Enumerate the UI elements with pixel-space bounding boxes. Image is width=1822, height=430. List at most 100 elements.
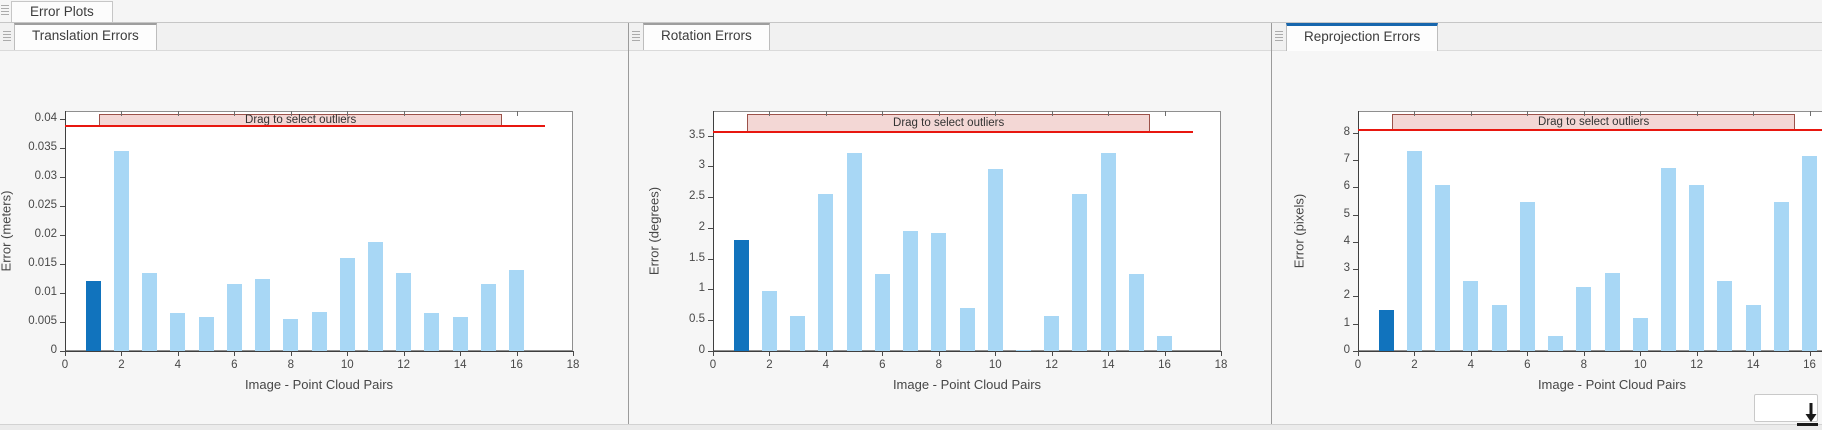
dock-figure-icon[interactable] [1794, 400, 1820, 428]
y-axis-label: Error (meters) [0, 190, 14, 272]
bar[interactable] [1463, 281, 1479, 351]
bar[interactable] [1015, 349, 1031, 351]
bar[interactable] [311, 312, 327, 351]
bar[interactable] [1604, 273, 1620, 351]
bar[interactable] [1745, 304, 1761, 351]
x-tick [1809, 351, 1811, 356]
selected-bar[interactable] [1378, 310, 1394, 351]
x-tick-label: 8 [935, 359, 942, 371]
outlier-selection-band-label: Drag to select outliers [893, 116, 1005, 129]
bar[interactable] [255, 278, 271, 351]
bar[interactable] [761, 290, 777, 351]
bar[interactable] [987, 169, 1003, 351]
x-tick-top [1809, 111, 1811, 116]
bar[interactable] [142, 272, 158, 351]
bar[interactable] [170, 313, 186, 351]
y-tick-label: 8 [1343, 125, 1350, 138]
bar[interactable] [1802, 156, 1818, 351]
bar[interactable] [1044, 315, 1060, 351]
tab-rotation-errors[interactable]: Rotation Errors [643, 23, 770, 50]
bar[interactable] [846, 152, 862, 351]
x-tick [882, 351, 884, 356]
bar[interactable] [1717, 281, 1733, 351]
bar[interactable] [396, 272, 412, 351]
y-tick [60, 264, 65, 266]
bar[interactable] [1491, 304, 1507, 351]
bar[interactable] [1157, 335, 1173, 351]
outlier-selection-band-label: Drag to select outliers [1538, 116, 1650, 129]
bar[interactable] [226, 284, 242, 351]
bar[interactable] [818, 194, 834, 351]
x-tick [938, 351, 940, 356]
y-tick-label: 5 [1343, 207, 1350, 220]
x-tick-top [769, 111, 771, 116]
y-tick-label: 3 [1343, 262, 1350, 275]
bar[interactable] [452, 317, 468, 351]
bar[interactable] [339, 258, 355, 351]
y-tick-label: 0.04 [34, 112, 57, 125]
bar[interactable] [367, 242, 383, 351]
bar[interactable] [283, 319, 299, 351]
y-tick [60, 177, 65, 179]
bar[interactable] [1100, 152, 1116, 351]
y-tick-label: 6 [1343, 180, 1350, 193]
bar[interactable] [113, 151, 129, 351]
document-tab-bar: Error Plots [0, 0, 1822, 23]
outlier-selection-band[interactable]: Drag to select outliers [746, 114, 1151, 132]
bar[interactable] [1660, 168, 1676, 351]
bar[interactable] [1128, 274, 1144, 351]
y-tick [708, 258, 713, 260]
y-tick-label: 3.5 [689, 128, 705, 141]
bar[interactable] [903, 231, 919, 351]
bar[interactable] [1072, 194, 1088, 351]
grip-icon[interactable] [632, 31, 640, 42]
bar[interactable] [509, 269, 525, 351]
y-axis-label: Error (degrees) [646, 186, 662, 276]
bar[interactable] [1689, 184, 1705, 351]
bar[interactable] [1519, 202, 1535, 351]
bar[interactable] [1773, 202, 1789, 351]
x-tick [769, 351, 771, 356]
bar[interactable] [1632, 318, 1648, 351]
panel-tab-bar: Translation Errors [0, 23, 628, 51]
x-tick-label: 10 [340, 359, 354, 371]
x-tick-label: 10 [1633, 359, 1647, 371]
y-tick [60, 322, 65, 323]
bar[interactable] [1406, 150, 1422, 351]
y-tick [1353, 214, 1358, 216]
tab-error-plots[interactable]: Error Plots [11, 1, 113, 22]
outlier-selection-band-label: Drag to select outliers [245, 114, 357, 127]
selected-bar[interactable] [733, 240, 749, 351]
grip-icon[interactable] [1, 5, 9, 16]
bar[interactable] [790, 315, 806, 351]
bar[interactable] [480, 284, 496, 351]
x-tick [516, 351, 518, 356]
x-tick-label: 6 [879, 359, 886, 371]
x-tick-label: 16 [510, 359, 523, 371]
y-axis-line [1358, 111, 1359, 351]
x-tick [290, 351, 292, 356]
bar[interactable] [874, 274, 890, 351]
tab-reprojection-errors[interactable]: Reprojection Errors [1286, 23, 1439, 51]
bar[interactable] [1576, 286, 1592, 351]
x-tick-label: 18 [1214, 359, 1228, 371]
bar[interactable] [1548, 336, 1564, 351]
x-tick-top [290, 111, 292, 116]
bar[interactable] [1435, 184, 1451, 351]
x-tick [1583, 351, 1585, 356]
selected-bar[interactable] [85, 281, 101, 351]
outlier-selection-band[interactable]: Drag to select outliers [1391, 114, 1796, 131]
grip-icon[interactable] [1275, 31, 1283, 42]
x-tick-label: 6 [231, 359, 238, 371]
y-tick [60, 351, 65, 352]
y-tick-label: 1 [1343, 316, 1350, 329]
bar[interactable] [424, 313, 440, 351]
tab-translation-errors[interactable]: Translation Errors [14, 23, 157, 50]
bar[interactable] [931, 232, 947, 351]
bar[interactable] [959, 307, 975, 351]
x-tick-label: 12 [1045, 359, 1059, 371]
x-tick [177, 351, 179, 356]
bar[interactable] [198, 317, 214, 351]
grip-icon[interactable] [3, 31, 11, 42]
x-tick-top [1696, 111, 1698, 116]
